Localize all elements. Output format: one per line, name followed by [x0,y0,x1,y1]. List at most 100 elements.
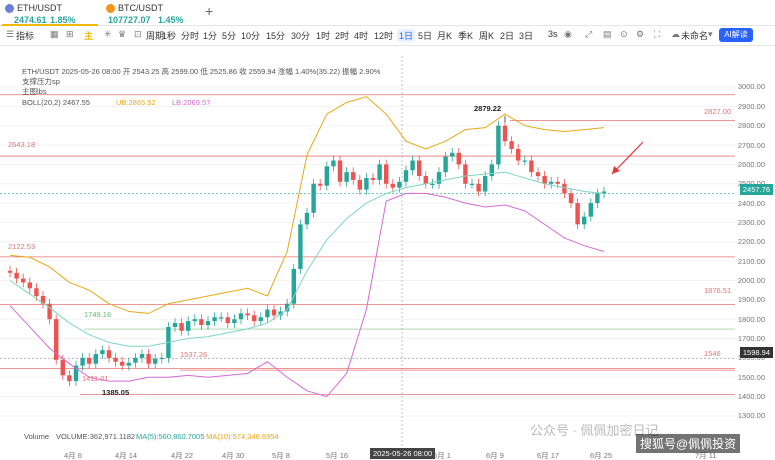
candle-body [522,160,527,162]
boll-ub-label: UB:2865.52 [116,98,156,107]
ai-analysis-button[interactable]: AI解读 [719,28,753,42]
tf-5m[interactable]: 5分 [222,31,237,41]
candle-body [186,321,191,331]
candle-body [337,160,343,182]
candle-body [21,278,26,283]
candle-body [403,170,409,182]
candle-body [14,272,19,279]
candle-body [516,148,521,161]
y-tick: 2100.00 [737,257,765,266]
calendar-icon[interactable]: ▤ [603,29,612,39]
indicators-button[interactable]: 指标 [16,31,35,41]
level-label-2122: 2122.53 [8,242,36,251]
tf-month[interactable]: 月K [437,31,453,41]
expand-icon[interactable]: ⛶ [654,29,661,39]
tf-4h[interactable]: 4时 [354,31,369,41]
add-tab-button[interactable]: + [205,3,214,19]
y-tick: 2900.00 [737,102,765,111]
candle-body [7,270,13,273]
tf-line[interactable]: 分时 [181,31,200,41]
chart-toolbar: ☰ 指标 ▦ ⊞ 主 ✳ ♛ ⊡ 周期 1秒 分时 1分 5分 10分 15分 … [0,26,775,46]
tf-quarter[interactable]: 季K [458,31,474,41]
tf-1s[interactable]: 1秒 [162,31,177,41]
candle-body [54,319,59,360]
high-annotation: 2879.22 [474,104,502,113]
alarm-icon[interactable]: ⊙ [620,29,628,39]
candle-body [318,183,323,186]
compare-icon[interactable]: ✳ [104,29,112,39]
main-lbs-label[interactable]: 主图lbs [22,87,47,96]
period-button[interactable]: 周期 [146,31,165,41]
tf-2d[interactable]: 2日 [500,31,515,41]
tab-eth-usdt[interactable]: ETH/USDT 2474.61 1.85% [2,2,98,26]
candle-body [232,319,237,324]
camera-icon[interactable]: ◉ [564,29,572,39]
current-price-tag: 2457.76 [739,184,773,195]
y-tick: 1700.00 [737,334,765,343]
x-tick: 4月 22 [171,451,194,460]
crosshair-date-tag: 2025-05-26 08:00 [370,448,436,459]
y-tick: 1300.00 [737,411,765,420]
boll-label[interactable]: BOLL(20,2) 2467.55 [22,98,90,107]
main-indicator-button[interactable]: 主 [84,31,94,41]
candle-body [80,357,85,366]
cloud-icon[interactable]: ☁ [671,29,680,39]
candle-body [344,172,349,182]
y-tick: 1400.00 [737,392,765,401]
tf-3d[interactable]: 3日 [519,31,534,41]
chevron-down-icon[interactable]: ▾ [708,29,713,39]
tf-2h[interactable]: 2时 [335,31,350,41]
tf-12h[interactable]: 12时 [374,31,394,41]
tf-1m[interactable]: 1分 [203,31,218,41]
candle-body [219,317,224,319]
candle-body [159,357,164,360]
volume-ma5: MA(5):560,860.7005 [136,432,205,441]
chart-settings-icon[interactable]: ☰ [6,29,15,39]
candle-body [456,152,461,165]
tf-5d[interactable]: 5日 [418,31,433,41]
candle-body [172,323,178,327]
layout-name-button[interactable]: 未命名 [681,31,709,41]
level-label-1876: 1876.51 [704,286,732,295]
candle-body [47,303,52,320]
tf-week[interactable]: 周K [479,31,495,41]
sr-indicator-label[interactable]: 支撑压力sp [22,77,60,86]
candlestick-chart[interactable] [0,46,775,460]
volume-value: VOLUME:362,971.1182 [56,432,136,441]
tf-1d[interactable]: 1日 [397,29,416,42]
volume-label[interactable]: Volume [24,432,50,441]
tf-10m[interactable]: 10分 [241,31,261,41]
x-tick: 6月 9 [486,451,504,460]
crown-icon[interactable]: ♛ [118,29,127,39]
tab-btc-usdt[interactable]: BTC/USDT 107727.07 1.45% [102,2,198,26]
candle-body [67,375,72,382]
settings-gear-icon[interactable]: ⚙ [636,29,645,39]
layout-icon[interactable]: ▦ [50,29,59,39]
y-tick: 1500.00 [737,373,765,382]
candle-body [483,176,488,192]
tf-30m[interactable]: 30分 [291,31,311,41]
y-tick: 2700.00 [737,141,765,150]
candle-body [34,288,39,296]
tf-15m[interactable]: 15分 [266,31,286,41]
candle-body [311,183,316,213]
price-chart[interactable]: ETH/USDT 2025-05-26 08:00 开 2543.25 高 25… [0,46,775,460]
fullscreen-icon[interactable]: ⤢ [585,29,593,39]
tf-1h[interactable]: 1时 [316,31,331,41]
candle-body [351,172,356,180]
candle-body [582,216,587,225]
x-tick: 6月 1 [433,451,451,460]
tab-change: 1.45% [158,15,184,25]
candle-body [588,203,593,217]
candle-body [535,172,541,177]
candle-body [562,183,567,194]
candle-body [357,179,362,190]
y-tick: 2500.00 [738,179,765,188]
candle-body [595,193,600,204]
tab-symbol: BTC/USDT [118,3,163,13]
template-icon[interactable]: ⊞ [66,29,74,39]
level-label-2643: 2643.18 [8,140,36,149]
level-label-1749: 1749.16 [84,310,112,319]
seconds-button[interactable]: 3s [548,29,558,39]
screenshot-icon[interactable]: ⊡ [134,29,142,39]
